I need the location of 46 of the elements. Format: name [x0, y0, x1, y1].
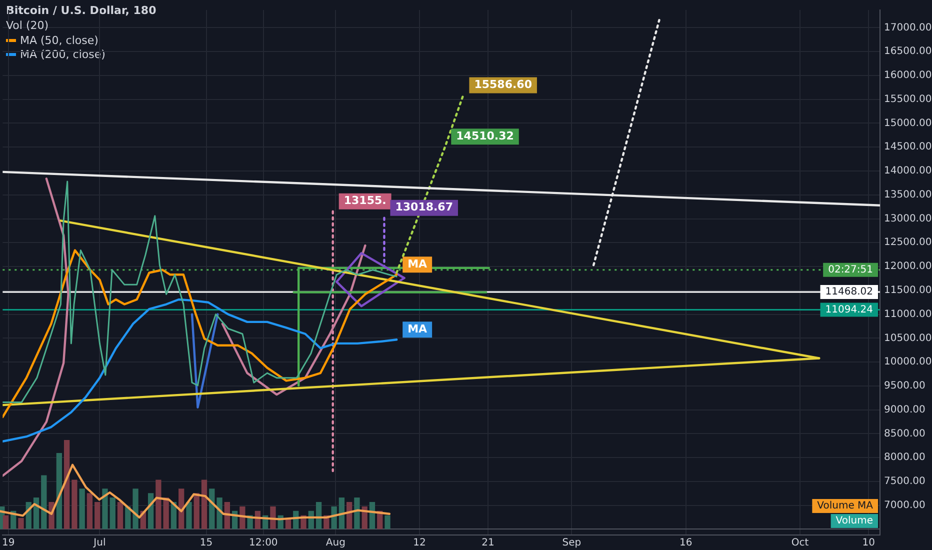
y-tick-label: 10500.00 — [884, 332, 932, 344]
annotation: 14510.32 — [456, 129, 514, 142]
annotation: 13018.67 — [395, 200, 453, 214]
y-tick-label: 12500.00 — [884, 237, 932, 248]
ref-line-label: 11094.24 — [825, 304, 873, 316]
x-tick-label: Sep — [562, 538, 582, 549]
x-tick-label: Jul — [92, 538, 106, 549]
annotation: 13155. — [344, 194, 386, 208]
y-tick-label: 9500.00 — [884, 380, 926, 392]
y-tick-label: 15000.00 — [884, 118, 932, 129]
y-tick-label: 8500.00 — [884, 428, 926, 440]
ref-line-label: 11468.02 — [825, 286, 873, 298]
y-tick-label: 13000.00 — [884, 213, 932, 224]
y-tick-label: 11000.00 — [884, 308, 932, 320]
annotation: 15586.60 — [474, 78, 532, 92]
x-tick-label: 19 — [2, 538, 15, 549]
y-tick-label: 14500.00 — [884, 142, 932, 153]
y-tick-label: 10000.00 — [884, 356, 932, 368]
y-tick-label: 8000.00 — [884, 452, 926, 464]
annotation: Volume — [836, 516, 874, 527]
annotation: 02:27:51 — [828, 264, 874, 276]
x-tick-label: 16 — [680, 538, 692, 549]
x-tick-label: Oct — [791, 538, 809, 549]
x-tick-label: 10 — [862, 538, 875, 549]
chart-title: Bitcoin / U.S. Dollar, 180 — [6, 4, 156, 18]
y-tick-label: 15500.00 — [884, 94, 932, 105]
y-tick-label: 16000.00 — [884, 70, 932, 82]
annotation: MA — [408, 322, 428, 336]
y-tick-label: 12000.00 — [884, 261, 932, 272]
chart-title: Vol (20) — [6, 19, 49, 33]
legend-label: MA (50, close) — [19, 34, 98, 48]
y-tick-label: 7500.00 — [884, 476, 926, 488]
y-tick-label: 9000.00 — [884, 404, 926, 416]
y-tick-label: 13500.00 — [884, 189, 932, 200]
x-tick-label: 21 — [482, 538, 494, 549]
annotation: Volume MA — [817, 500, 874, 512]
x-tick-label: 12:00 — [248, 538, 278, 549]
x-tick-label: 15 — [200, 538, 213, 549]
y-tick-label: 7000.00 — [884, 500, 926, 511]
x-tick-label: Aug — [326, 538, 346, 549]
y-tick-label: 11500.00 — [884, 285, 932, 296]
annotation: MA — [408, 258, 428, 271]
y-tick-label: 14000.00 — [884, 166, 932, 177]
x-tick-label: 12 — [413, 538, 426, 549]
y-tick-label: 17000.00 — [884, 22, 932, 34]
y-tick-label: 16500.00 — [884, 46, 932, 58]
